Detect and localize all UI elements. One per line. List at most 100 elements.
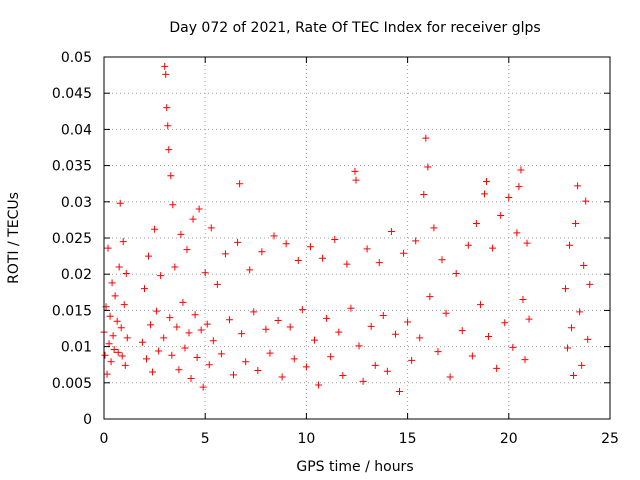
data-point (493, 364, 501, 372)
data-point (120, 301, 128, 309)
data-point (513, 229, 521, 237)
data-point (586, 280, 594, 288)
data-point (179, 298, 187, 306)
data-point (171, 263, 179, 271)
data-point (195, 205, 203, 213)
x-tick-label: 15 (399, 431, 417, 447)
data-point (434, 348, 442, 356)
data-point (122, 269, 130, 277)
data-point (501, 319, 509, 327)
data-point (236, 180, 244, 188)
y-tick-label: 0.04 (61, 122, 92, 138)
data-point (515, 183, 523, 191)
data-point (138, 338, 146, 346)
data-point (234, 238, 242, 246)
data-point (352, 176, 360, 184)
data-point (177, 230, 185, 238)
data-point (104, 244, 112, 252)
data-point (383, 367, 391, 375)
data-point (123, 334, 131, 342)
data-point (173, 323, 181, 331)
data-point (505, 193, 513, 201)
data-point (109, 332, 117, 340)
data-point (570, 372, 578, 380)
data-point (387, 227, 395, 235)
data-point (175, 366, 183, 374)
data-point (258, 248, 266, 256)
data-point (481, 190, 489, 198)
data-point (359, 377, 367, 385)
data-point (110, 345, 118, 353)
data-point (497, 212, 505, 220)
data-point (363, 245, 371, 253)
data-point (160, 334, 168, 342)
x-tick-label: 5 (201, 431, 210, 447)
data-point (155, 347, 163, 355)
data-point (319, 254, 327, 262)
data-point (430, 224, 438, 232)
data-point (476, 301, 484, 309)
data-point (375, 259, 383, 267)
data-point (519, 296, 527, 304)
data-point (153, 307, 161, 315)
data-point (442, 309, 450, 317)
data-point (221, 250, 229, 258)
data-point (119, 238, 127, 246)
data-point (523, 239, 531, 247)
y-tick-label: 0.035 (52, 159, 92, 175)
data-point (426, 293, 434, 301)
data-point (485, 332, 493, 340)
data-point (101, 351, 109, 359)
data-point (151, 225, 159, 233)
x-axis-ticks: 0 5 10 15 20 25 (100, 57, 619, 447)
data-point (468, 352, 476, 360)
grid-lines (104, 57, 610, 419)
data-point (420, 191, 428, 199)
data-point (446, 373, 454, 381)
data-point (114, 348, 122, 356)
data-point (157, 272, 165, 280)
data-point (203, 320, 211, 328)
y-tick-label: 0.03 (61, 195, 92, 211)
data-point (225, 316, 233, 324)
data-point (323, 314, 331, 322)
data-point (189, 215, 197, 223)
data-point (416, 334, 424, 342)
data-point (339, 372, 347, 380)
data-point (187, 374, 195, 382)
data-point (582, 197, 590, 205)
data-point (197, 326, 205, 334)
y-tick-label: 0.02 (61, 267, 92, 283)
data-point (193, 353, 201, 361)
data-point (400, 249, 408, 257)
data-point (347, 304, 355, 312)
x-axis-label: GPS time / hours (296, 459, 413, 475)
data-point (563, 344, 571, 352)
data-point (572, 220, 580, 228)
data-point (113, 317, 121, 325)
data-point (472, 220, 480, 228)
y-tick-label: 0.025 (52, 231, 92, 247)
data-point (164, 122, 172, 130)
data-point (163, 104, 171, 112)
data-point (580, 262, 588, 270)
data-point (521, 356, 529, 364)
data-point (483, 178, 491, 186)
data-point (422, 134, 430, 142)
data-point (290, 355, 298, 363)
chart-title: Day 072 of 2021, Rate Of TEC Index for r… (169, 20, 540, 36)
data-point (181, 344, 189, 352)
data-point (161, 62, 169, 70)
data-point (107, 358, 115, 366)
data-point (115, 263, 123, 271)
data-point (165, 146, 173, 154)
data-point (310, 336, 318, 344)
data-point (568, 324, 576, 332)
data-point (335, 328, 343, 336)
data-point (458, 327, 466, 335)
data-point (207, 224, 215, 232)
data-point (286, 323, 294, 331)
data-point (574, 182, 582, 190)
